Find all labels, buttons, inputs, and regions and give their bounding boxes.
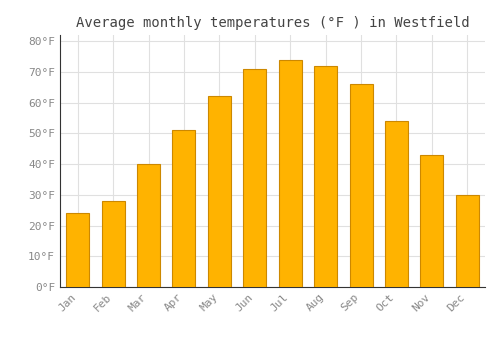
Bar bbox=[102, 201, 124, 287]
Bar bbox=[385, 121, 408, 287]
Bar bbox=[66, 213, 89, 287]
Bar bbox=[137, 164, 160, 287]
Bar bbox=[172, 130, 196, 287]
Bar bbox=[278, 60, 301, 287]
Bar bbox=[208, 97, 231, 287]
Bar bbox=[420, 155, 444, 287]
Bar bbox=[456, 195, 479, 287]
Bar bbox=[244, 69, 266, 287]
Title: Average monthly temperatures (°F ) in Westfield: Average monthly temperatures (°F ) in We… bbox=[76, 16, 469, 30]
Bar bbox=[350, 84, 372, 287]
Bar bbox=[314, 66, 337, 287]
